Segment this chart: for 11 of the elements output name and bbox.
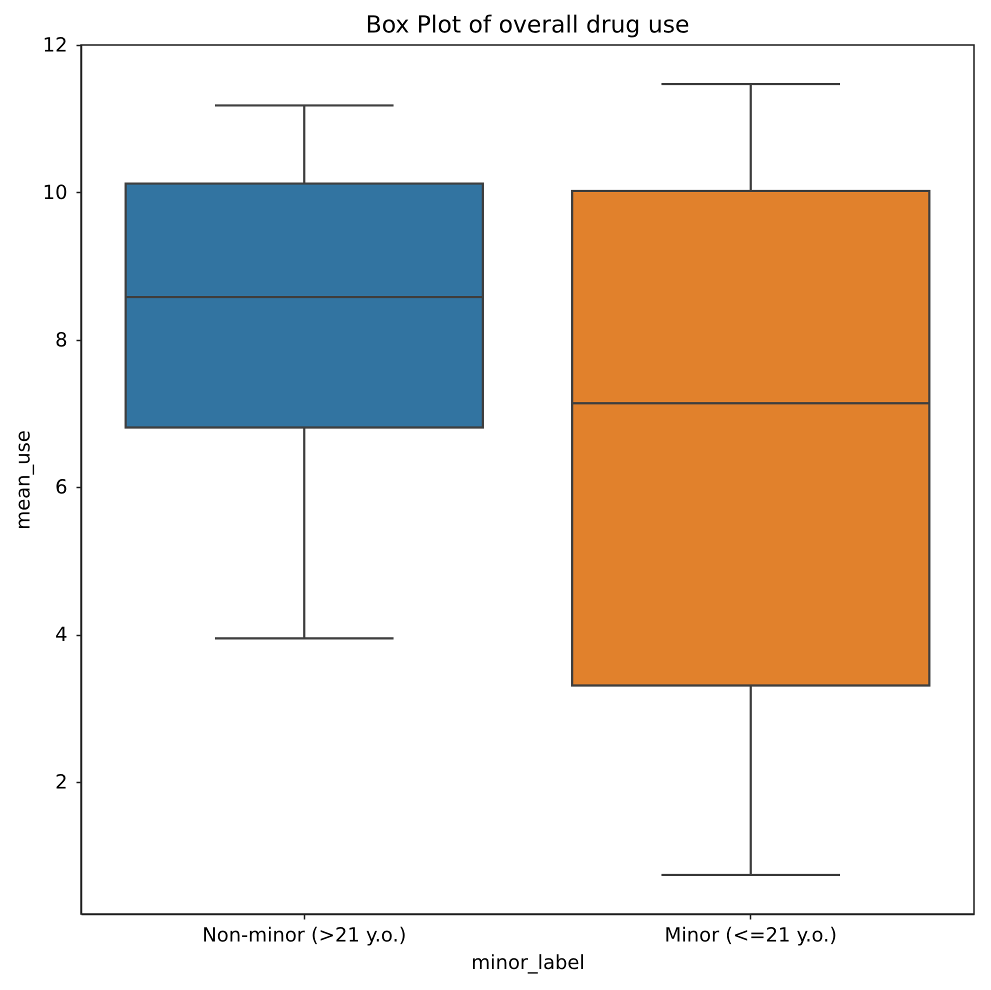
x-axis-title: minor_label [471,951,585,974]
x-tick-label: Non-minor (>21 y.o.) [202,924,406,946]
y-tick-label: 12 [42,34,68,56]
y-tick-label: 6 [55,476,68,499]
y-tick-label: 4 [55,623,68,646]
y-axis-title: mean_use [12,430,35,530]
y-tick-label: 2 [55,770,68,794]
y-tick-label: 10 [42,180,68,204]
y-tick-label: 8 [55,328,68,352]
chart-title: Box Plot of overall drug use [366,10,690,38]
x-tick-label: Minor (<=21 y.o.) [664,924,837,946]
